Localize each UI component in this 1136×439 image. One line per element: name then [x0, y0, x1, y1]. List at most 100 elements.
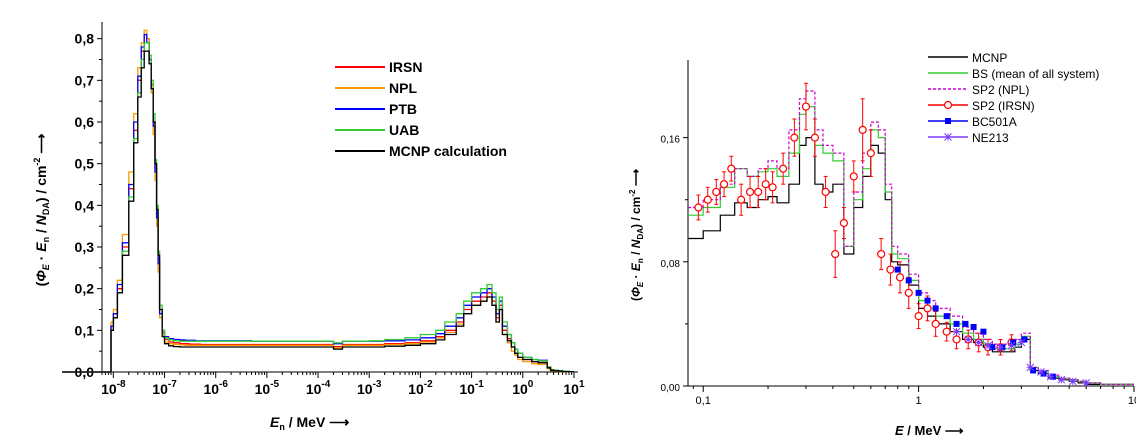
right-y-axis-label: (ΦE · En / NDA) / cm-2 ⟶ — [628, 169, 645, 301]
data-point — [952, 327, 961, 336]
x-tick-base: 10 — [152, 381, 168, 397]
data-point — [923, 304, 932, 313]
right-legend: MCNP BS (mean of all system) SP2 (NPL) SP2 … — [928, 51, 1099, 145]
data-point — [942, 327, 951, 336]
series-bs-mean-of-all-system- — [688, 106, 1134, 385]
data-point — [754, 187, 763, 197]
data-point — [895, 273, 905, 282]
data-point — [1040, 370, 1047, 377]
x-tick-exp: -5 — [270, 379, 279, 390]
series-mcnp — [688, 137, 1134, 385]
x-tick-base: 10 — [306, 381, 322, 397]
x-tick-label: 10-7 — [152, 379, 177, 397]
left-series — [62, 29, 574, 373]
svg-text:En / MeV ⟶: En / MeV ⟶ — [270, 414, 349, 432]
x-tick-base: 10 — [357, 381, 373, 397]
y-tick-label: 0,8 — [75, 31, 95, 47]
y-tick-label: 0,16 — [661, 135, 681, 146]
data-point — [1037, 368, 1045, 376]
x-tick-base: 10 — [203, 381, 219, 397]
x-tick-base: 10 — [563, 381, 579, 397]
legend-label: SP2 (IRSN) — [972, 99, 1035, 113]
data-point — [886, 265, 895, 274]
data-point — [894, 266, 901, 273]
legend-label: MCNP calculation — [389, 143, 507, 159]
data-point — [945, 118, 951, 124]
data-point — [943, 100, 953, 110]
x-tick-exp: -2 — [424, 379, 433, 390]
svg-text:(ΦE · En / NDA) / cm-2 ⟶: (ΦE · En / NDA) / cm-2 ⟶ — [32, 134, 51, 287]
data-point — [974, 338, 983, 347]
data-point — [839, 218, 849, 228]
series-sp2-npl- — [688, 90, 1134, 385]
data-point — [1026, 363, 1035, 372]
x-tick-exp: -6 — [219, 379, 228, 390]
data-point — [737, 195, 746, 204]
x-tick-label: 10-2 — [408, 379, 433, 397]
x-tick-label: 10 — [1128, 395, 1136, 407]
x-tick-exp: 1 — [579, 379, 585, 390]
data-point — [712, 187, 721, 197]
x-tick-exp: 0 — [528, 379, 534, 390]
legend-label: BS (mean of all system) — [972, 67, 1099, 81]
legend-label: NE213 — [972, 131, 1009, 145]
data-point — [790, 133, 799, 142]
markers-sp2-irsn- — [694, 82, 1016, 356]
data-point — [866, 149, 875, 158]
data-point — [932, 305, 939, 312]
x-tick-label: 0,1 — [696, 395, 711, 407]
data-point — [964, 335, 973, 344]
data-point — [831, 249, 840, 259]
data-point — [1082, 379, 1091, 387]
x-tick-base: 10 — [101, 381, 117, 397]
svg-text:E / MeV ⟶: E / MeV ⟶ — [895, 423, 964, 438]
right-axes: 0,00 0,08 0,16 0,1 1 10 — [661, 60, 1136, 407]
data-point — [745, 187, 755, 197]
y-tick-label: 0,7 — [75, 72, 95, 88]
data-point — [694, 203, 703, 212]
x-tick-exp: -1 — [475, 379, 484, 390]
x-tick-exp: -3 — [373, 379, 382, 390]
data-point — [1017, 338, 1026, 347]
data-point — [904, 288, 913, 297]
x-tick-label: 1 — [916, 395, 922, 407]
x-tick-label: 10-1 — [459, 379, 484, 397]
data-point — [944, 133, 952, 141]
left-y-axis-label: (ΦE · En / NDA) / cm-2 ⟶ — [32, 134, 51, 287]
data-point — [1046, 372, 1055, 381]
data-point — [1007, 341, 1016, 350]
legend-label: UAB — [389, 122, 419, 138]
x-tick-base: 10 — [459, 381, 475, 397]
data-point — [858, 125, 867, 134]
data-point — [1057, 375, 1066, 384]
chart-right: (ΦE · En / NDA) / cm-2 ⟶ E / MeV ⟶ 0,00 0… — [628, 51, 1136, 438]
legend-label: PTB — [389, 101, 417, 117]
series-npl — [62, 29, 574, 373]
data-point — [810, 133, 819, 142]
legend-label: NPL — [389, 80, 417, 96]
legend-label: MCNP — [972, 51, 1007, 65]
chart-left: (ΦE · En / NDA) / cm-2 ⟶ En / MeV ⟶ 0,00… — [32, 22, 585, 432]
data-point — [980, 328, 987, 335]
legend-label: SP2 (NPL) — [972, 83, 1029, 97]
x-tick-label: 10-6 — [203, 379, 228, 397]
data-point — [703, 195, 712, 204]
right-x-axis-label: E / MeV ⟶ — [895, 423, 964, 438]
data-point — [970, 324, 977, 331]
data-point — [943, 313, 950, 320]
x-tick-exp: -4 — [321, 379, 330, 390]
data-point — [924, 297, 931, 304]
data-point — [1068, 377, 1077, 386]
data-point — [915, 289, 922, 296]
y-tick-label: 0,2 — [75, 281, 95, 297]
data-point — [984, 341, 992, 350]
y-tick-label: 0,6 — [75, 114, 95, 130]
y-tick-label: 0,5 — [75, 156, 95, 172]
data-point — [719, 180, 729, 189]
data-point — [914, 312, 923, 321]
y-tick-label: 0,3 — [75, 239, 95, 255]
series-mcnp-calculation — [62, 50, 574, 373]
y-tick-label: 0,4 — [75, 197, 95, 213]
y-tick-label: 0,00 — [661, 383, 681, 394]
